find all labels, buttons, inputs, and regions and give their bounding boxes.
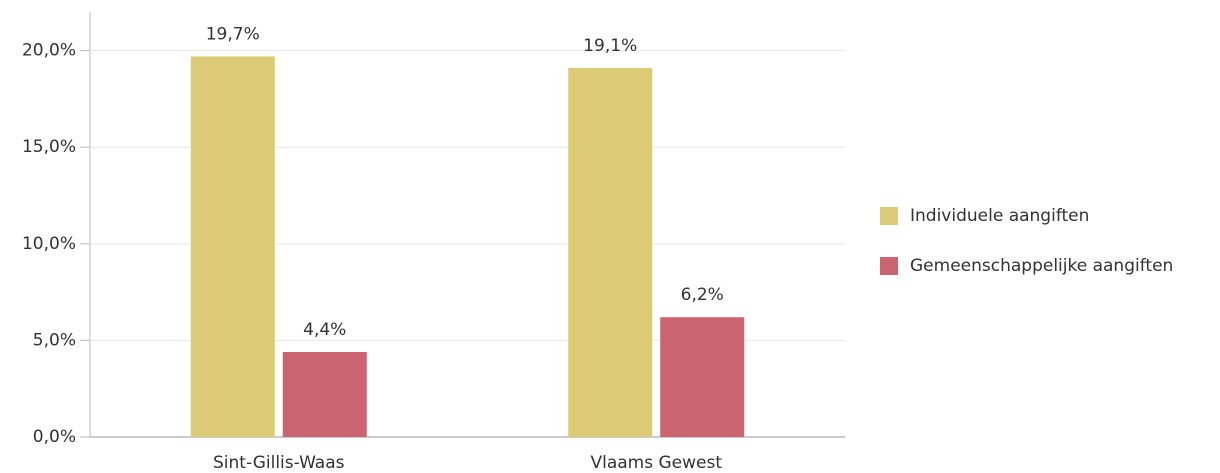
y-tick-label: 5,0% — [33, 330, 76, 350]
value-label: 6,2% — [681, 285, 724, 305]
y-tick-label: 20,0% — [22, 41, 76, 61]
legend-label: Individuele aangiften — [910, 206, 1089, 226]
y-tick-label: 10,0% — [22, 234, 76, 254]
value-label: 19,7% — [206, 24, 260, 44]
legend-swatch — [880, 257, 898, 275]
legend-swatch — [880, 207, 898, 225]
value-label: 4,4% — [303, 320, 346, 340]
bar — [190, 56, 275, 437]
y-tick-label: 0,0% — [33, 427, 76, 447]
x-tick-label: Sint-Gillis-Waas — [213, 453, 345, 473]
bar — [282, 352, 367, 437]
legend-label: Gemeenschappelijke aangiften — [910, 256, 1173, 276]
x-tick-label: Vlaams Gewest — [590, 453, 722, 473]
y-tick-label: 15,0% — [22, 137, 76, 157]
value-label: 19,1% — [583, 36, 637, 56]
bar — [660, 317, 745, 437]
bar — [568, 68, 653, 437]
